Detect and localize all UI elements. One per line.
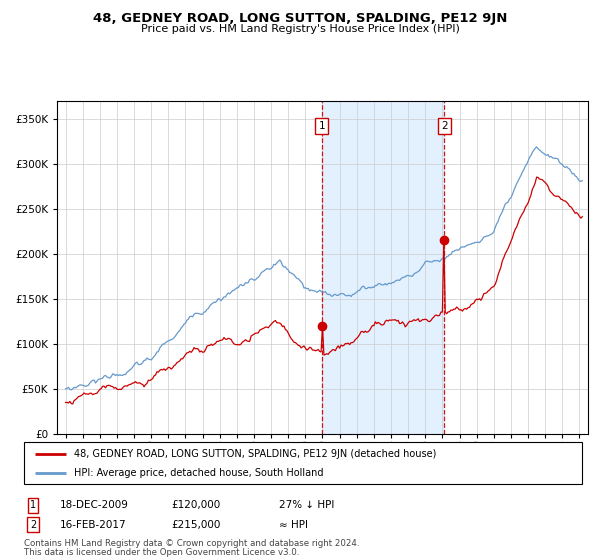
Text: £215,000: £215,000 — [171, 520, 220, 530]
Text: This data is licensed under the Open Government Licence v3.0.: This data is licensed under the Open Gov… — [24, 548, 299, 557]
Text: ≈ HPI: ≈ HPI — [279, 520, 308, 530]
Text: 1: 1 — [30, 500, 36, 510]
Text: 2: 2 — [441, 121, 448, 131]
Text: Price paid vs. HM Land Registry's House Price Index (HPI): Price paid vs. HM Land Registry's House … — [140, 24, 460, 34]
Text: 2: 2 — [30, 520, 36, 530]
Text: 48, GEDNEY ROAD, LONG SUTTON, SPALDING, PE12 9JN: 48, GEDNEY ROAD, LONG SUTTON, SPALDING, … — [93, 12, 507, 25]
Text: £120,000: £120,000 — [171, 500, 220, 510]
Text: 1: 1 — [319, 121, 325, 131]
Text: 16-FEB-2017: 16-FEB-2017 — [60, 520, 127, 530]
Text: 48, GEDNEY ROAD, LONG SUTTON, SPALDING, PE12 9JN (detached house): 48, GEDNEY ROAD, LONG SUTTON, SPALDING, … — [74, 449, 437, 459]
Text: HPI: Average price, detached house, South Holland: HPI: Average price, detached house, Sout… — [74, 468, 324, 478]
Bar — [322, 101, 445, 434]
Text: 18-DEC-2009: 18-DEC-2009 — [60, 500, 129, 510]
Text: Contains HM Land Registry data © Crown copyright and database right 2024.: Contains HM Land Registry data © Crown c… — [24, 539, 359, 548]
Text: 27% ↓ HPI: 27% ↓ HPI — [279, 500, 334, 510]
